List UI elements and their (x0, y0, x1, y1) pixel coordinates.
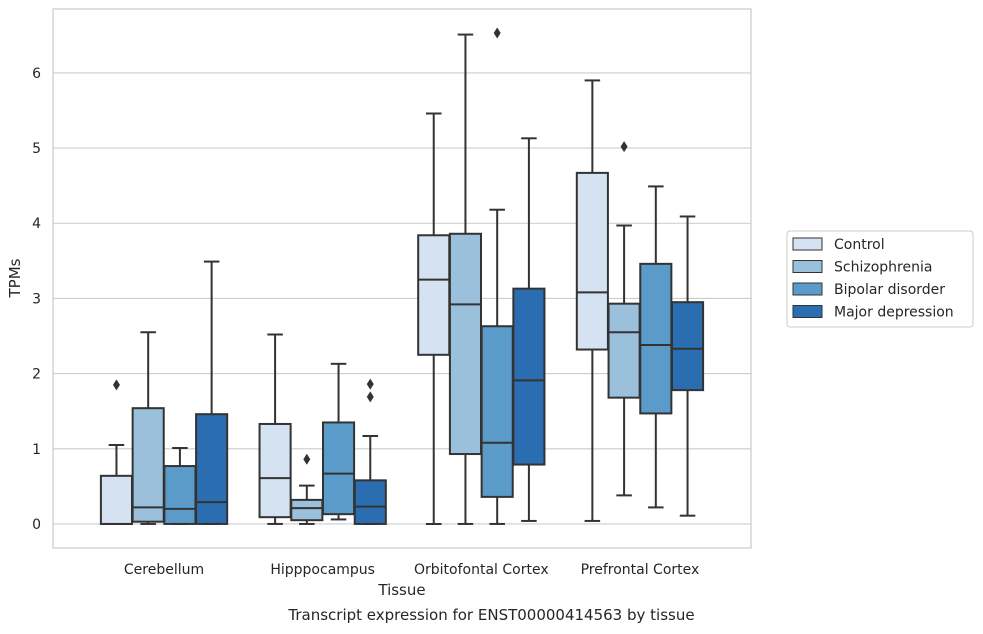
box-bipolar-disorder (321, 362, 356, 521)
box-major-depression (195, 260, 229, 525)
x-tick-label: Hipppocampus (270, 562, 375, 578)
x-tick-labels: Cerebellum Hipppocampus Orbitofontal Corte… (124, 562, 699, 578)
box-iqr (512, 287, 546, 466)
x-tick-label: Cerebellum (124, 562, 204, 578)
legend-swatch (792, 282, 823, 296)
x-axis-label: Tissue (377, 581, 425, 599)
axes-frame (52, 8, 752, 549)
box-bipolar-disorder (639, 185, 673, 509)
outlier-marker (112, 379, 120, 391)
legend-label: Bipolar disorder (834, 282, 945, 298)
box-major-depression (353, 378, 387, 525)
box-bipolar-disorder (480, 27, 514, 525)
outlier-marker (366, 391, 374, 403)
box-iqr (99, 474, 134, 525)
y-tick-label: 0 (32, 517, 41, 533)
outlier-marker (366, 378, 374, 390)
box-iqr (575, 171, 609, 351)
box-iqr (448, 232, 483, 456)
box-bipolar-disorder (163, 447, 197, 525)
x-tick-label: Orbitofontal Cortex (414, 562, 549, 578)
box-schizophrenia (607, 141, 641, 497)
outlier-marker (303, 453, 311, 465)
box-iqr (321, 421, 356, 516)
box-major-depression (670, 215, 705, 517)
box-iqr (639, 262, 673, 415)
legend-label: Schizophrenia (834, 260, 932, 276)
box-iqr (480, 325, 514, 498)
outlier-marker (620, 141, 628, 153)
legend-label: Major depression (834, 305, 954, 321)
x-tick-label: Prefrontal Cortex (581, 562, 700, 578)
y-tick-label: 3 (32, 291, 41, 307)
box-iqr (353, 479, 387, 525)
legend-swatch (792, 260, 823, 273)
legend-swatch (792, 305, 823, 318)
box-iqr (670, 301, 705, 392)
legend: Control Schizophrenia Bipolar disorder Majo… (786, 230, 974, 328)
y-tick-label: 2 (32, 367, 41, 383)
plot-area (99, 27, 705, 525)
box-schizophrenia (290, 453, 324, 525)
box-iqr (290, 498, 324, 522)
y-tick-label: 4 (32, 216, 41, 232)
box-iqr (195, 413, 229, 525)
legend-swatch (792, 237, 823, 251)
box-major-depression (512, 137, 546, 522)
legend-frame (786, 230, 974, 328)
y-tick-label: 5 (32, 141, 41, 157)
y-axis-label: TPMs (6, 258, 24, 298)
box-control (99, 379, 134, 525)
box-schizophrenia (131, 331, 165, 525)
y-tick-labels: 0 1 2 3 4 5 6 (32, 66, 41, 533)
box-schizophrenia (448, 33, 483, 525)
box-iqr (163, 465, 197, 525)
legend-label: Control (834, 237, 885, 253)
y-gridlines (53, 72, 751, 525)
box-iqr (607, 302, 641, 399)
outlier-marker (493, 27, 501, 39)
box-iqr (258, 422, 292, 519)
box-control (258, 333, 292, 525)
box-iqr (417, 234, 451, 356)
box-control (575, 79, 609, 522)
figure-caption: Transcript expression for ENST0000041456… (288, 606, 695, 624)
y-tick-label: 1 (32, 442, 41, 458)
box-control (417, 112, 451, 525)
box-iqr (131, 407, 165, 523)
y-tick-label: 6 (32, 66, 41, 82)
